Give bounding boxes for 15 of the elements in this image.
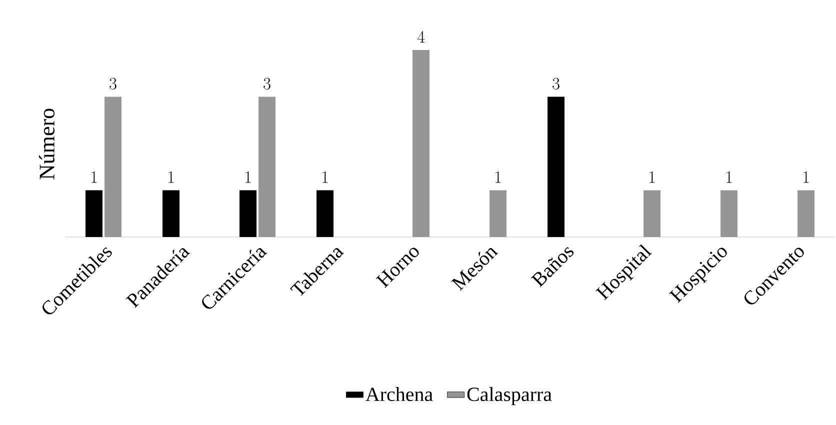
y-axis-title: Número xyxy=(38,108,54,180)
data-label: 3 xyxy=(264,78,270,90)
data-label: 4 xyxy=(417,30,425,42)
data-label: 1 xyxy=(804,171,809,183)
data-label: 1 xyxy=(168,171,174,183)
data-label: 1 xyxy=(92,171,97,183)
data-label: 3 xyxy=(552,78,560,90)
data-label: 1 xyxy=(726,171,732,183)
legend-label: Calasparra xyxy=(467,387,552,406)
legend-label: Archena xyxy=(366,387,433,402)
data-label: 1 xyxy=(496,171,501,183)
data-label: 3 xyxy=(110,78,116,90)
data-label: 1 xyxy=(650,171,655,183)
data-label: 1 xyxy=(246,171,251,183)
data-label: 1 xyxy=(322,171,328,183)
